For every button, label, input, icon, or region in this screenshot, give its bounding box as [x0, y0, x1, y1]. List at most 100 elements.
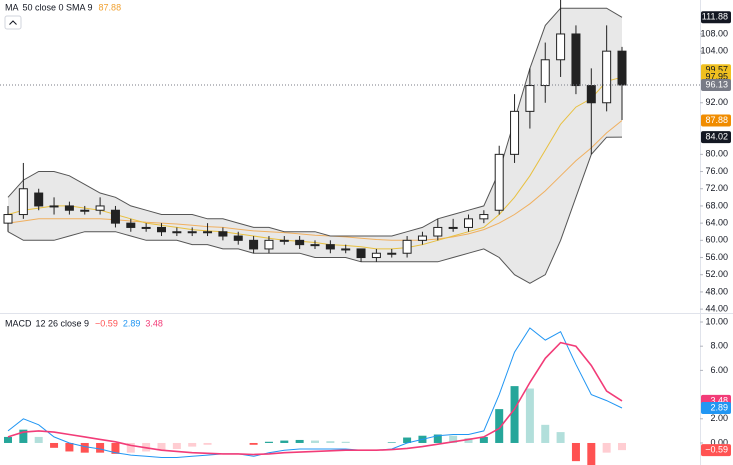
candle-body: [141, 226, 151, 229]
histogram-bar: [311, 440, 319, 443]
candle-body: [417, 235, 427, 241]
histogram-bar: [19, 429, 28, 443]
price-badge: [701, 114, 731, 127]
chevron-icon[interactable]: [9, 20, 17, 25]
candle-body: [387, 252, 397, 255]
histogram-bar: [34, 436, 43, 443]
candle-body: [602, 50, 612, 104]
histogram-bar: [203, 442, 212, 445]
candle-body: [172, 231, 182, 234]
candle-body: [494, 153, 504, 211]
price-badge: [701, 131, 731, 144]
macd-line: [7, 341, 623, 456]
candle-body: [356, 248, 366, 259]
histogram-bar: [249, 442, 258, 445]
histogram-bar: [326, 441, 335, 443]
y-tick-label: 52.00: [705, 269, 728, 279]
price-badge: [701, 402, 731, 415]
candle-body: [295, 239, 305, 246]
collapse-button[interactable]: [4, 15, 22, 30]
candle-body: [448, 226, 458, 229]
candle-body: [203, 231, 213, 234]
candle-body: [433, 226, 443, 237]
histogram-bar: [403, 437, 412, 443]
y-tick-label: 6.00: [710, 365, 728, 375]
y-tick-label: 104.00: [700, 46, 728, 56]
histogram-bar: [433, 434, 442, 443]
price-badge-label: 87.88: [705, 115, 728, 125]
histogram-bar: [65, 442, 74, 452]
candle-body: [249, 239, 259, 250]
histogram-bar: [111, 442, 120, 454]
y-tick-label: 64.00: [705, 218, 728, 228]
histogram-bar: [525, 388, 534, 443]
candle-body: [3, 214, 13, 224]
price-badge: [701, 444, 731, 457]
candle-body: [264, 239, 274, 250]
price-badge: [701, 11, 731, 24]
y-tick-label: 60.00: [705, 235, 728, 245]
y-tick-label: 2.00: [710, 413, 728, 423]
price-badge-label: 111.88: [702, 12, 728, 22]
price-badge-label: 96.13: [705, 79, 728, 89]
y-tick-label: 8.00: [710, 341, 728, 351]
histogram-bar: [96, 442, 105, 453]
candle-body: [586, 85, 596, 104]
macd-line: [7, 327, 623, 458]
legend-value: 87.88: [99, 2, 122, 12]
candle-body: [556, 33, 566, 61]
histogram-bar: [602, 442, 611, 453]
y-tick-label: 76.00: [705, 166, 728, 176]
bollinger-line: [7, 136, 623, 284]
price-badge-label: 97.95: [705, 72, 728, 82]
y-tick-label: 0.00: [710, 437, 728, 447]
histogram-bar: [618, 442, 626, 451]
price-badge-label: 2.89: [710, 402, 728, 412]
candle-body: [279, 239, 289, 242]
candle-body: [18, 188, 28, 216]
candle-body: [157, 226, 166, 233]
legend-params: 50 close 0 SMA 9: [23, 2, 93, 12]
price-badge-label: 3.48: [710, 395, 728, 405]
price-badge: [701, 79, 731, 92]
candle-body: [510, 110, 520, 155]
button-frame[interactable]: [4, 15, 22, 30]
price-badge-label: 99.57: [705, 65, 728, 75]
y-tick-label: 72.00: [705, 183, 728, 193]
candle-body: [233, 235, 243, 241]
candle-body: [402, 239, 412, 254]
candle-body: [617, 50, 627, 86]
histogram-bar: [4, 436, 12, 443]
candle-body: [464, 218, 473, 228]
legend-value: −0.59: [95, 318, 118, 328]
histogram-bar: [280, 440, 289, 443]
candle-body: [110, 209, 120, 224]
candle-body: [187, 231, 197, 234]
candle-body: [479, 214, 489, 220]
y-tick-label: 48.00: [705, 286, 728, 296]
legend-title: MACD: [5, 318, 32, 328]
legend-title: MA: [5, 2, 19, 12]
candle-body: [49, 205, 59, 208]
histogram-bar: [188, 442, 197, 447]
y-tick-label: 56.00: [705, 252, 728, 262]
candle-body: [571, 33, 581, 87]
histogram-bar: [157, 442, 166, 451]
histogram-bar: [449, 435, 458, 443]
histogram-bar: [80, 442, 89, 453]
candle-body: [540, 59, 550, 87]
legend-value: 2.89: [123, 318, 141, 328]
candle-body: [95, 205, 105, 211]
y-tick-label: 68.00: [705, 200, 728, 210]
histogram-bar: [510, 386, 519, 443]
y-tick-label: 92.00: [705, 97, 728, 107]
histogram-bar: [464, 438, 473, 443]
candle-body: [126, 222, 136, 228]
price-badge-label: −0.59: [705, 444, 728, 454]
bollinger-line: [7, 7, 623, 237]
candle-body: [80, 209, 90, 212]
candle-body: [310, 244, 320, 247]
legend-value: 3.48: [145, 318, 163, 328]
candle-body: [34, 192, 44, 207]
